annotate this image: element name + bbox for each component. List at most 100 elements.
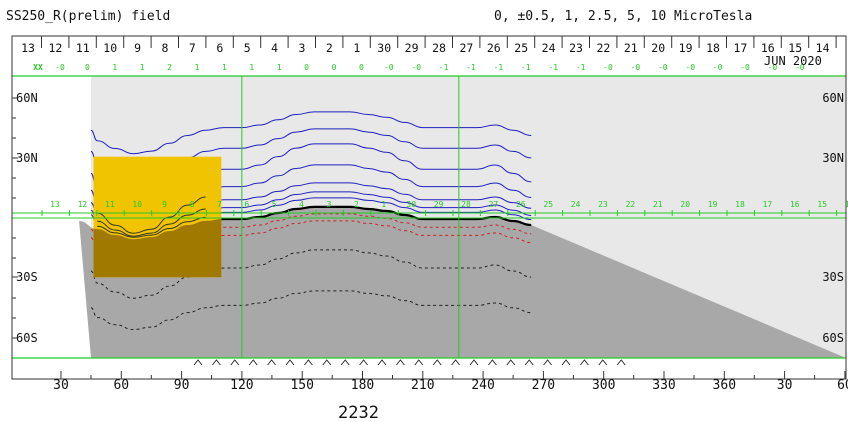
left-lat-label: 60N: [16, 91, 38, 105]
spacecraft-marker: [506, 359, 516, 366]
spacecraft-marker: [561, 359, 571, 366]
ecliptic-day-label: 30: [406, 200, 416, 209]
polarity-value: -0: [795, 63, 805, 72]
longitude-label: 360: [713, 378, 736, 393]
spacecraft-marker: [340, 359, 350, 366]
negative-polarity-region: [79, 206, 847, 358]
top-day-label: 3: [299, 41, 306, 55]
ecliptic-day-label: 1: [381, 200, 386, 209]
spacecraft-marker: [580, 359, 589, 366]
ecliptic-day-label: 5: [272, 200, 277, 209]
ecliptic-day-label: 17: [763, 200, 773, 209]
spacecraft-marker: [543, 359, 552, 366]
polarity-value: -1: [439, 63, 449, 72]
month-label: JUN 2020: [764, 54, 822, 68]
polarity-value: -0: [384, 63, 394, 72]
top-day-label: 24: [542, 41, 556, 55]
spacecraft-marker: [451, 359, 460, 366]
polarity-value: -1: [576, 63, 586, 72]
polarity-value: -0: [631, 63, 641, 72]
top-day-label: 15: [788, 41, 802, 55]
polarity-value: -0: [658, 63, 668, 72]
polarity-value: -0: [603, 63, 613, 72]
top-day-label: 14: [816, 41, 830, 55]
top-day-label: 13: [21, 41, 35, 55]
spacecraft-marker: [377, 359, 387, 366]
polarity-value: -1: [466, 63, 476, 72]
ecliptic-day-label: 12: [78, 200, 88, 209]
top-day-label: 26: [487, 41, 501, 55]
ecliptic-day-label: 8: [190, 200, 195, 209]
ecliptic-day-label: 16: [790, 200, 800, 209]
ecliptic-day-label: 24: [571, 200, 581, 209]
longitude-label: 330: [652, 378, 675, 393]
map-axes: 13 12 11 10 9 8 7 6 5 4 3 2 1 30 29 28 27 26 25 24 23 22 21 20 1…: [11, 35, 848, 393]
spacecraft-marker: [304, 359, 313, 366]
ecliptic-day-label: 26: [516, 200, 526, 209]
polarity-value: -0: [685, 63, 695, 72]
top-day-label: 4: [271, 41, 278, 55]
top-day-label: 20: [651, 41, 665, 55]
map-overlay: 13 12 11 10 9 8 7 6 5 4 3 2 1 30 29 28 27 26 25 24 23 22 21 20 1…: [12, 75, 848, 359]
longitude-label: 180: [351, 378, 374, 393]
ecliptic-day-label: 21: [653, 200, 663, 209]
top-day-label: 9: [134, 41, 141, 55]
ecliptic-day-label: 6: [244, 200, 249, 209]
longitude-label: 210: [411, 378, 434, 393]
ecliptic-day-label: 20: [680, 200, 690, 209]
ecliptic-day-label: 29: [434, 200, 444, 209]
top-day-label: 22: [596, 41, 610, 55]
negative-contour-4: [90, 290, 532, 331]
polarity-value: 2: [167, 63, 172, 72]
longitude-label: 150: [290, 378, 313, 393]
top-day-label: 5: [244, 41, 251, 55]
polarity-value: 0: [85, 63, 90, 72]
right-lat-label: 30S: [822, 270, 844, 284]
ecliptic-day-label: 4: [299, 200, 304, 209]
positive-contour-5: [90, 111, 532, 155]
top-day-label: 27: [459, 41, 473, 55]
polarity-value: 1: [277, 63, 282, 72]
polarity-value: 1: [222, 63, 227, 72]
top-day-label: 12: [48, 41, 62, 55]
longitude-label: 120: [230, 378, 253, 393]
spacecraft-marker: [212, 359, 221, 366]
polarity-value: 1: [249, 63, 254, 72]
ecliptic-day-label: 28: [461, 200, 471, 209]
left-lat-label: 60S: [16, 331, 38, 345]
longitude-label: 60: [837, 378, 848, 393]
longitude-label: 60: [113, 378, 129, 393]
spacecraft-marker: [524, 359, 534, 366]
spacecraft-marker: [469, 359, 479, 366]
top-day-label: 29: [405, 41, 419, 55]
negative-contour-2: [90, 220, 532, 261]
ecliptic-day-label: 3: [327, 200, 332, 209]
polarity-value: -1: [494, 63, 504, 72]
highlight-contour-1: [97, 196, 206, 234]
ecliptic-day-label: 19: [708, 200, 718, 209]
ecliptic-day-label: 7: [217, 200, 222, 209]
longitude-label: 240: [471, 378, 494, 393]
polarity-value: -0: [411, 63, 421, 72]
polarity-value: 1: [112, 63, 117, 72]
ecliptic-day-label: 15: [817, 200, 827, 209]
polarity-value: -0: [740, 63, 750, 72]
top-day-label: 28: [432, 41, 446, 55]
top-day-label: 8: [162, 41, 169, 55]
negative-contour-3: [90, 249, 532, 299]
polarity-value: -0: [55, 63, 65, 72]
ecliptic-day-label: 11: [105, 200, 115, 209]
top-day-label: 16: [761, 41, 775, 55]
polarity-value: 0: [304, 63, 309, 72]
top-day-label: 17: [733, 41, 747, 55]
spacecraft-marker: [432, 359, 442, 366]
ecliptic-day-label: 27: [489, 200, 499, 209]
spacecraft-marker: [396, 359, 405, 366]
spacecraft-marker: [285, 359, 295, 366]
left-lat-label: 30S: [16, 270, 38, 284]
top-day-label: 1: [353, 41, 360, 55]
spacecraft-marker: [322, 359, 332, 366]
map-frame: [11, 35, 847, 380]
spacecraft-marker: [598, 359, 608, 366]
spacecraft-marker: [414, 359, 424, 366]
